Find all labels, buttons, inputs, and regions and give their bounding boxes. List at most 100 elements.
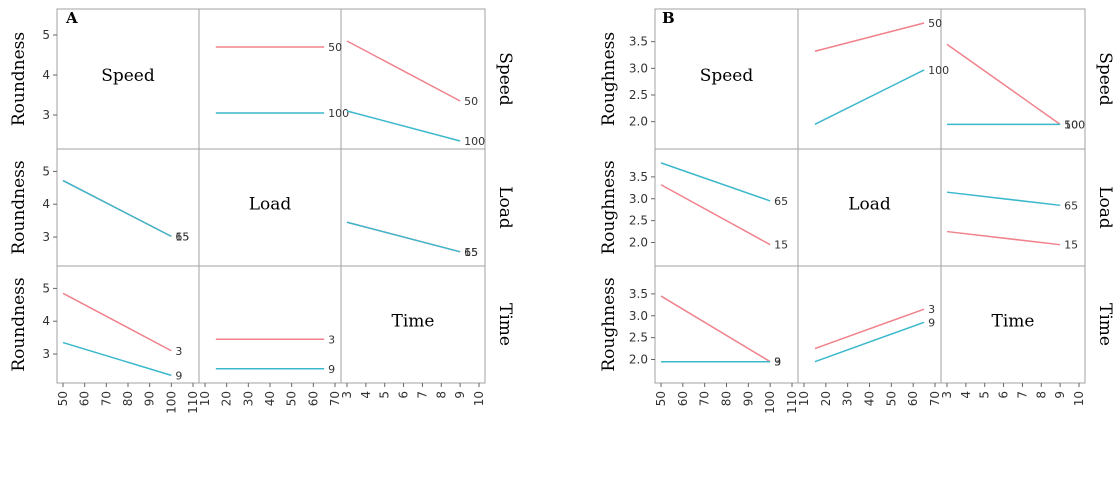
series-line xyxy=(814,321,925,363)
series-end-label: 3 xyxy=(928,303,935,316)
series-end-label: 15 xyxy=(1064,239,1078,252)
x-tick-label: 10 xyxy=(1072,391,1086,406)
x-tick-label: 70 xyxy=(928,391,942,406)
x-tick-label: 50 xyxy=(654,391,668,406)
row-factor-label: Time xyxy=(495,303,515,346)
x-tick-label: 4 xyxy=(959,391,973,399)
y-tick-label: 5 xyxy=(42,281,50,295)
y-tick-label: 3 xyxy=(42,108,50,122)
series-end-label: 50 xyxy=(328,41,342,54)
x-tick-label: 10 xyxy=(472,391,486,406)
series-end-label: 9 xyxy=(328,363,335,376)
series-line xyxy=(946,43,1061,125)
x-tick-label: 110 xyxy=(785,391,799,414)
row-factor-label: Load xyxy=(495,186,515,229)
x-tick-label: 30 xyxy=(841,391,855,406)
x-tick-label: 50 xyxy=(884,391,898,406)
series-end-label: 65 xyxy=(774,195,788,208)
series-end-label: 3 xyxy=(774,356,781,369)
x-tick-label: 20 xyxy=(819,391,833,406)
panel-b: B Roughness Speed 3.5 3.0 2.5 2.0 Roughness Load… xyxy=(599,8,1114,414)
x-tick-label: 50 xyxy=(285,391,299,406)
diagonal-factor-title: Load xyxy=(848,195,891,215)
diagonal-factor-title: Speed xyxy=(101,66,155,86)
y-axis-label: Roughness xyxy=(599,277,619,371)
x-tick-label: 30 xyxy=(241,391,255,406)
series-end-label: 50 xyxy=(464,95,478,108)
x-tick-label: 60 xyxy=(306,391,320,406)
x-tick-label: 100 xyxy=(763,391,777,414)
x-tick-label: 4 xyxy=(359,391,373,399)
y-tick-label: 2.0 xyxy=(629,115,648,129)
y-tick-label: 3.5 xyxy=(629,35,648,49)
x-tick-label: 9 xyxy=(453,391,467,399)
series-end-label: 15 xyxy=(774,239,788,252)
x-tick-label: 60 xyxy=(676,391,690,406)
y-tick-label: 3.5 xyxy=(629,170,648,184)
series-end-label: 65 xyxy=(464,246,478,259)
x-tick-label: 7 xyxy=(415,391,429,399)
diagonal-factor-title: Time xyxy=(992,312,1035,332)
series-end-label: 15 xyxy=(464,246,478,259)
series-end-label: 65 xyxy=(175,230,189,243)
x-tick-label: 5 xyxy=(378,391,392,399)
x-tick-label: 60 xyxy=(78,391,92,406)
x-tick-label: 70 xyxy=(99,391,113,406)
x-tick-label: 8 xyxy=(1034,391,1048,399)
series-end-label: 9 xyxy=(175,369,182,382)
x-tick-label: 5 xyxy=(978,391,992,399)
panel-letter: A xyxy=(65,9,78,27)
y-tick-label: 3.0 xyxy=(629,192,648,206)
series-end-label: 3 xyxy=(175,345,182,358)
series-end-label: 3 xyxy=(328,333,335,346)
x-tick-label: 60 xyxy=(906,391,920,406)
series-line xyxy=(814,69,925,126)
x-tick-label: 100 xyxy=(164,391,178,414)
y-tick-label: 5 xyxy=(42,164,50,178)
series-end-label: 100 xyxy=(1064,118,1085,131)
x-tick-label: 40 xyxy=(863,391,877,406)
series-line xyxy=(62,341,172,377)
y-tick-label: 3 xyxy=(42,230,50,244)
series-end-label: 9 xyxy=(774,356,781,369)
series-end-label: 100 xyxy=(464,135,485,148)
y-tick-label: 2.0 xyxy=(629,236,648,250)
series-end-label: 50 xyxy=(1064,118,1078,131)
series-end-label: 15 xyxy=(175,230,189,243)
x-tick-label: 3 xyxy=(340,391,354,399)
y-tick-label: 4 xyxy=(42,68,50,82)
y-axis-label: Roundness xyxy=(9,160,29,254)
series-end-label: 50 xyxy=(928,17,942,30)
y-tick-label: 4 xyxy=(42,197,50,211)
row-factor-label: Speed xyxy=(495,52,515,106)
x-tick-label: 8 xyxy=(434,391,448,399)
x-tick-label: 110 xyxy=(186,391,200,414)
series-line xyxy=(62,292,172,352)
y-tick-label: 3.5 xyxy=(629,287,648,301)
series-end-label: 100 xyxy=(328,107,349,120)
y-tick-label: 2.0 xyxy=(629,353,648,367)
panel-letter: B xyxy=(662,9,675,27)
series-end-label: 9 xyxy=(928,316,935,329)
x-tick-label: 7 xyxy=(1015,391,1029,399)
y-tick-label: 2.5 xyxy=(629,214,648,228)
y-axis-label: Roughness xyxy=(599,32,619,126)
y-tick-label: 2.5 xyxy=(629,331,648,345)
y-axis-label: Roundness xyxy=(9,32,29,126)
series-line xyxy=(814,22,925,52)
diagonal-factor-title: Time xyxy=(392,312,435,332)
diagonal-factor-title: Load xyxy=(249,195,292,215)
series-line xyxy=(346,40,461,102)
y-tick-label: 4 xyxy=(42,314,50,328)
row-factor-label: Load xyxy=(1095,186,1114,229)
series-line xyxy=(346,110,461,142)
series-end-label: 100 xyxy=(928,64,949,77)
grid-frame xyxy=(56,8,486,384)
series-end-label: 65 xyxy=(1064,199,1078,212)
row-factor-label: Time xyxy=(1095,303,1114,346)
series-line xyxy=(62,179,172,238)
x-tick-label: 3 xyxy=(940,391,954,399)
x-tick-label: 20 xyxy=(220,391,234,406)
y-tick-label: 3.0 xyxy=(629,309,648,323)
